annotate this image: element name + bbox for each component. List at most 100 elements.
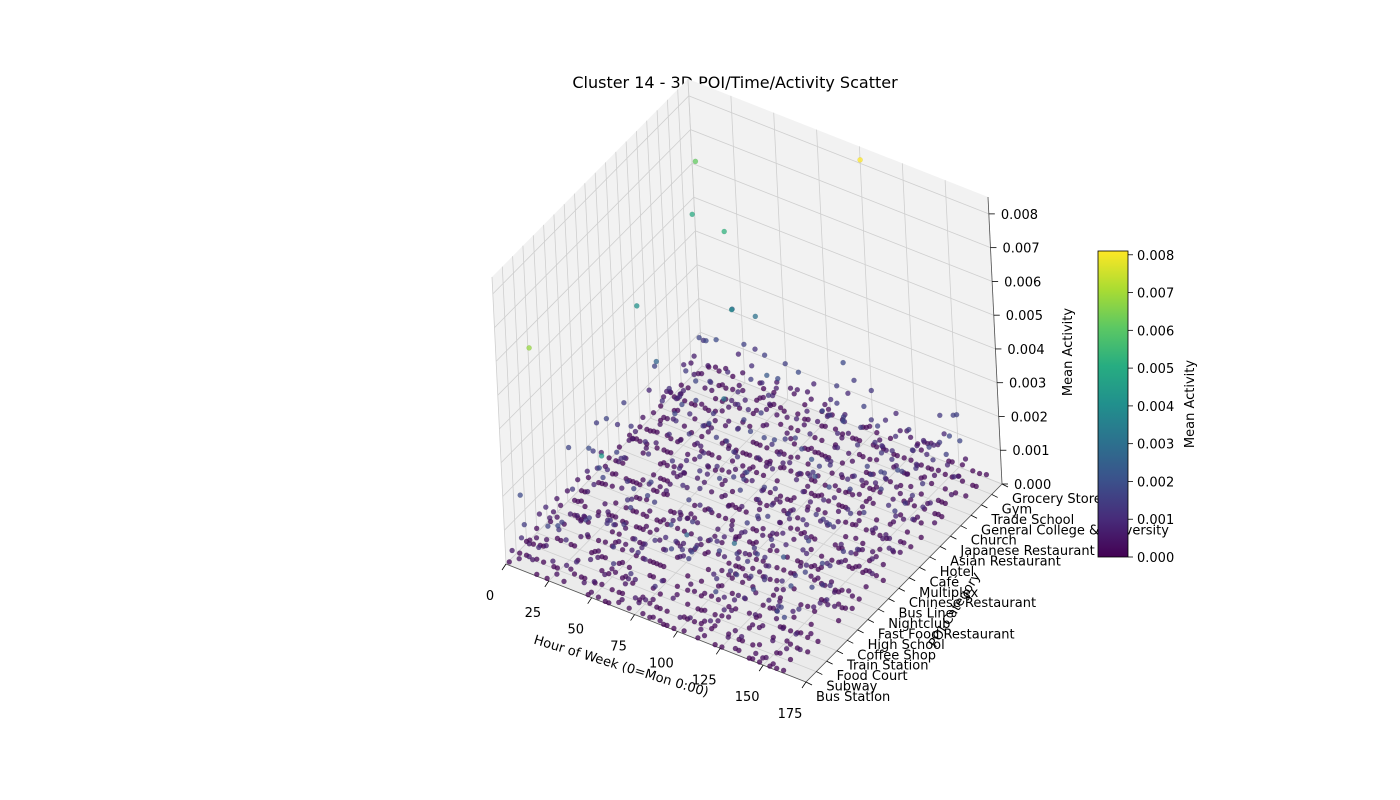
scatter-point [686, 555, 692, 562]
scatter-point [893, 484, 900, 490]
scatter-point [759, 380, 765, 386]
scatter-point [872, 480, 879, 486]
scatter-point [722, 515, 729, 522]
scatter-point [703, 337, 709, 344]
scatter-point [919, 480, 926, 487]
scatter-point [808, 456, 815, 463]
scatter-point [755, 455, 762, 461]
scatter-point [554, 495, 560, 502]
scatter-point [749, 477, 755, 484]
y-tick-label: Asian Restaurant [950, 555, 1061, 570]
scatter-point [651, 363, 658, 369]
scatter-point [849, 458, 856, 464]
scatter-point [730, 373, 736, 380]
scatter-point [567, 511, 574, 517]
scatter-point [734, 550, 740, 557]
scatter-point [803, 550, 810, 557]
scatter-point [640, 414, 646, 421]
scatter-point [798, 630, 804, 636]
scatter-point [659, 578, 665, 584]
scatter-point [650, 409, 657, 416]
scatter-point [643, 513, 650, 520]
scatter-point [904, 471, 910, 477]
scatter-point [781, 507, 787, 514]
scatter-point [729, 458, 736, 464]
scatter-point [680, 361, 687, 368]
scatter-point [900, 516, 907, 522]
scatter-point [735, 592, 742, 599]
scatter-point [740, 387, 746, 394]
scatter-point [680, 482, 686, 489]
scatter-point [573, 559, 580, 565]
scatter-point [694, 475, 701, 481]
scatter-point [593, 420, 600, 426]
scatter-point [897, 427, 903, 434]
scatter-point [640, 526, 646, 533]
scatter-point [634, 303, 640, 309]
scatter-point [885, 502, 892, 509]
scatter-point [691, 502, 698, 509]
scatter-point [840, 418, 846, 424]
scatter-point [685, 573, 691, 579]
scatter-point [812, 478, 818, 484]
scatter-point [795, 427, 801, 434]
scatter-point [920, 504, 926, 510]
scatter-point [946, 433, 953, 439]
scatter-point [534, 571, 540, 578]
scatter-point [873, 457, 880, 463]
scatter-point [822, 509, 828, 516]
scatter-point [785, 511, 792, 517]
scatter-point [790, 608, 796, 615]
scatter-point [550, 509, 557, 515]
scatter-point [766, 461, 773, 467]
scatter-point [863, 480, 869, 486]
scatter-point [897, 490, 904, 497]
scatter-point [731, 449, 737, 455]
scatter-point [743, 509, 749, 515]
scatter-point [681, 398, 688, 404]
scatter-point [676, 516, 683, 522]
scatter-point [621, 454, 628, 461]
scatter-point [632, 428, 639, 435]
y-tick-label: Train Station [846, 659, 929, 674]
scatter-point [635, 549, 641, 556]
scatter-point [712, 533, 718, 540]
scatter-point [973, 483, 979, 490]
scatter-point [787, 628, 794, 634]
scatter-point [771, 437, 778, 443]
scatter-point [830, 524, 837, 530]
scatter-point [734, 454, 741, 460]
scatter-point [619, 546, 626, 553]
scatter-point [869, 556, 875, 562]
scatter-point [800, 516, 806, 523]
scatter-point [831, 494, 838, 501]
scatter-point [574, 512, 580, 519]
scatter-point [845, 450, 852, 457]
scatter-point [719, 567, 725, 574]
scatter-point [671, 625, 677, 632]
scatter-point [642, 438, 649, 445]
scatter-point [838, 541, 844, 548]
scatter-point [808, 546, 814, 553]
scatter-point [791, 536, 797, 543]
scatter-point [667, 481, 673, 487]
scatter-point [719, 481, 725, 488]
scatter-point [680, 553, 687, 559]
scatter-point [674, 583, 681, 590]
scatter-point [856, 437, 863, 444]
scatter-point [807, 431, 813, 437]
scatter-point [603, 415, 610, 422]
scatter-point [631, 485, 637, 492]
z-tick-label: 0.007 [1002, 242, 1039, 257]
scatter-point [609, 566, 615, 572]
scatter-point [654, 445, 660, 451]
colorbar-tick-label: 0.002 [1137, 475, 1174, 490]
x-tick-label: 150 [735, 690, 760, 705]
scatter-point [602, 554, 609, 561]
scatter-point [727, 568, 734, 574]
scatter-point [714, 538, 720, 544]
scatter-point [697, 536, 703, 542]
scatter-point [563, 562, 570, 569]
scatter-point [752, 346, 758, 352]
